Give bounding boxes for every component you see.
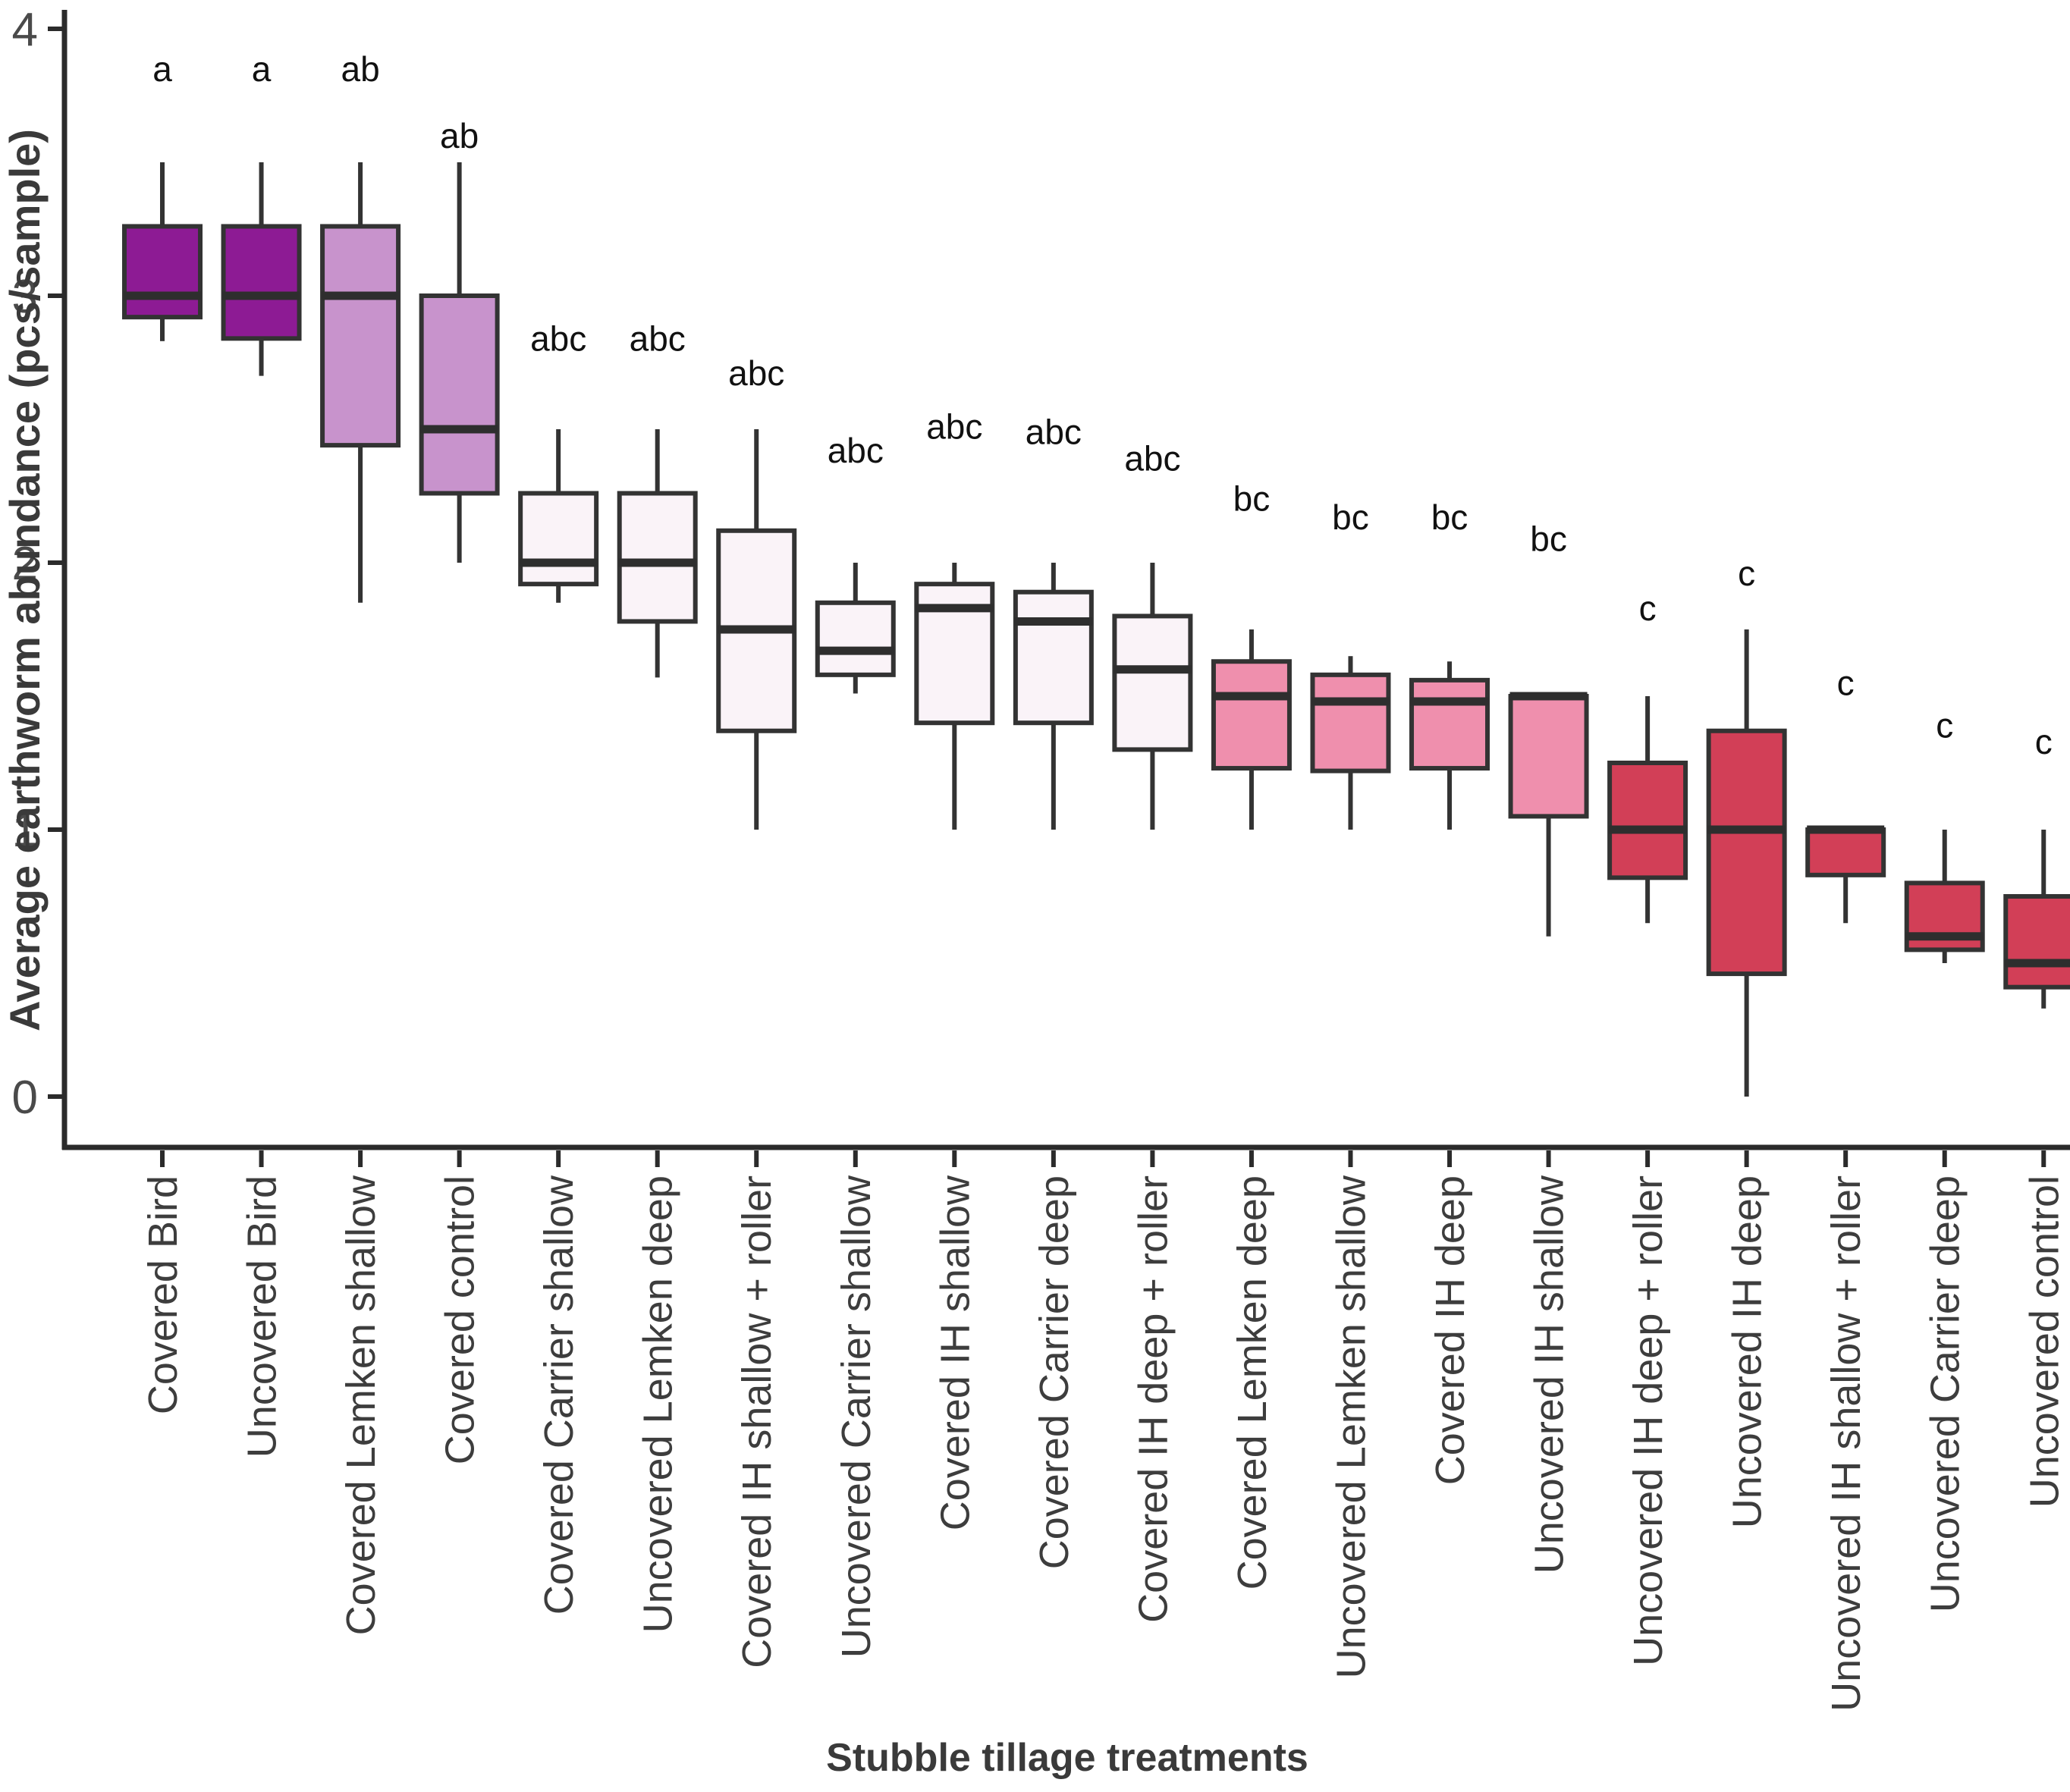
- box-iqr: [1112, 614, 1193, 752]
- box-iqr: [1607, 761, 1688, 880]
- box-iqr: [2003, 894, 2070, 990]
- box-iqr: [1409, 677, 1490, 771]
- x-tick-label: Uncovered Carrier shallow: [834, 1175, 879, 1658]
- significance-letter: a: [152, 49, 172, 89]
- y-axis-title: Average earthworm abundance (pcs/sample): [1, 129, 49, 1031]
- x-tick-label: Uncovered IH shallow: [1527, 1175, 1572, 1574]
- x-tick-label: Covered Bird: [140, 1175, 186, 1414]
- x-tick-label: Covered Lemken deep: [1230, 1175, 1275, 1590]
- significance-letter: abc: [1026, 413, 1082, 452]
- x-tick-label: Covered Carrier deep: [1032, 1175, 1077, 1569]
- box-iqr: [419, 293, 500, 496]
- box-iqr: [815, 600, 896, 677]
- x-tick-label: Uncovered Lemken deep: [636, 1175, 681, 1633]
- y-tick-label: 2: [12, 538, 38, 590]
- significance-letter: c: [1738, 554, 1755, 593]
- significance-letter: bc: [1332, 497, 1369, 537]
- significance-letter: c: [1936, 706, 1953, 745]
- box-iqr: [1508, 694, 1589, 819]
- significance-letter: bc: [1530, 519, 1567, 558]
- x-tick-label: Covered IH shallow + roller: [734, 1175, 780, 1668]
- x-tick-label: Covered Lemken shallow: [338, 1175, 384, 1635]
- significance-letter: c: [2035, 722, 2053, 761]
- x-tick-label: Covered IH deep: [1428, 1175, 1473, 1485]
- box-iqr: [617, 491, 698, 624]
- significance-letter: a: [252, 49, 272, 89]
- box-iqr: [518, 491, 599, 587]
- box-iqr: [1211, 659, 1292, 771]
- y-tick-label: 0: [12, 1072, 38, 1124]
- x-tick-label: Uncovered Bird: [240, 1175, 285, 1458]
- significance-letter: abc: [728, 353, 784, 393]
- significance-letter: bc: [1431, 497, 1468, 537]
- x-tick-label: Uncovered Carrier deep: [1923, 1175, 1968, 1612]
- x-tick-label: Covered IH shallow: [932, 1175, 978, 1530]
- significance-letter: abc: [630, 319, 686, 358]
- x-tick-label: Uncovered Lemken shallow: [1328, 1175, 1374, 1678]
- significance-letter: bc: [1233, 479, 1271, 519]
- box-iqr: [1013, 589, 1094, 726]
- y-tick-label: 3: [12, 271, 38, 323]
- significance-letter: abc: [926, 406, 982, 446]
- significance-letter: ab: [341, 49, 379, 89]
- box-iqr: [1310, 672, 1391, 774]
- x-tick-label: Covered control: [438, 1175, 483, 1464]
- x-tick-label: Uncovered IH shallow + roller: [1823, 1175, 1869, 1712]
- x-tick-label: Covered Carrier shallow: [536, 1175, 582, 1615]
- y-tick-label: 4: [12, 4, 38, 56]
- x-axis-title: Stubble tillage treatments: [826, 1736, 1308, 1780]
- box-iqr: [122, 224, 203, 320]
- significance-letter: abc: [530, 319, 586, 358]
- y-tick-label: 1: [12, 805, 38, 857]
- significance-letter: ab: [440, 116, 479, 155]
- significance-letter: c: [1639, 588, 1657, 628]
- box-iqr: [221, 224, 302, 341]
- x-tick-label: Uncovered IH deep + roller: [1626, 1175, 1671, 1666]
- x-tick-label: Covered IH deep + roller: [1130, 1175, 1176, 1623]
- box-iqr: [320, 224, 401, 448]
- box-iqr: [1805, 827, 1886, 877]
- significance-letter: abc: [828, 431, 884, 470]
- x-tick-label: Uncovered control: [2021, 1175, 2067, 1508]
- significance-letter: abc: [1124, 439, 1180, 479]
- significance-letter: c: [1837, 663, 1855, 702]
- x-tick-label: Uncovered IH deep: [1725, 1175, 1770, 1528]
- box-iqr: [1706, 728, 1787, 977]
